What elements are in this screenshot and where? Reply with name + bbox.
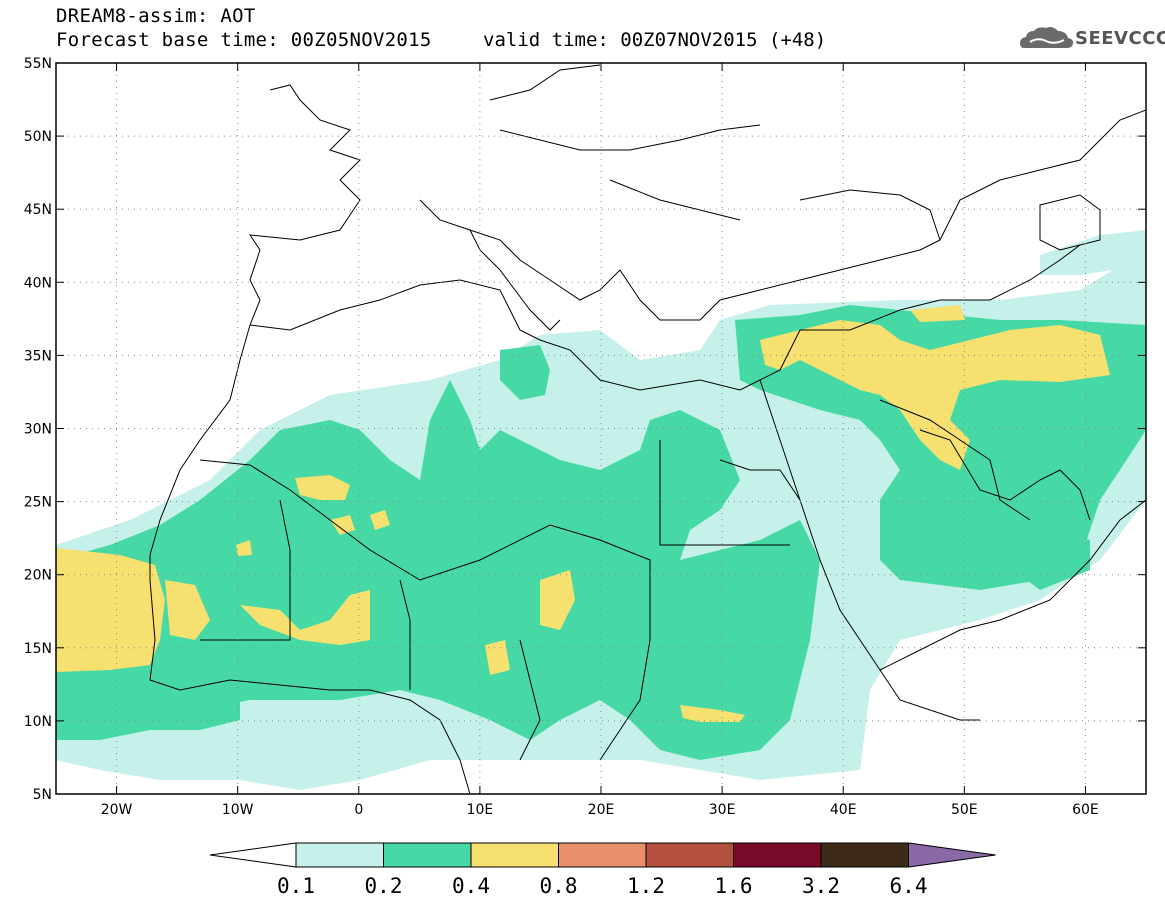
lon-label: 60E: [1072, 802, 1099, 818]
latitude-labels: 55N 50N 45N 40N 35N 30N 25N 20N 15N 10N 5N: [24, 56, 1146, 803]
lat-label: 15N: [24, 641, 52, 657]
valid-time-label: valid time: 00Z07NOV2015 (+48): [483, 29, 827, 51]
lat-label: 55N: [24, 56, 52, 72]
colorbar: 0.1 0.2 0.4 0.8 1.2 1.6 3.2 6.4: [209, 842, 996, 898]
colorbar-segment: [470, 842, 559, 868]
colorbar-segment: [383, 842, 472, 868]
logo-text: SEEVCCC: [1075, 28, 1165, 49]
colorbar-segment: [733, 842, 822, 868]
lat-label: 30N: [24, 422, 52, 438]
lat-label: 10N: [24, 714, 52, 730]
base-time-label: Forecast base time: 00Z05NOV2015: [56, 29, 432, 51]
longitude-labels: 20W 10W 0 10E 20E 30E 40E 50E 60E: [101, 63, 1099, 818]
lat-label: 35N: [24, 348, 52, 364]
colorbar-segment: [645, 842, 734, 868]
map-title: DREAM8-assim: AOT: [56, 5, 256, 27]
cloud-logo-icon: [1020, 27, 1074, 48]
lon-label: 20W: [101, 802, 133, 818]
lon-label: 50E: [951, 802, 978, 818]
lat-label: 40N: [24, 275, 52, 291]
lat-label: 20N: [24, 568, 52, 584]
colorbar-label: 0.2: [365, 874, 403, 898]
lon-label: 40E: [830, 802, 857, 818]
lon-label: 30E: [709, 802, 736, 818]
colorbar-label: 0.8: [540, 874, 578, 898]
lon-label: 10E: [467, 802, 494, 818]
lat-label: 5N: [33, 787, 52, 803]
colorbar-label: 1.2: [627, 874, 665, 898]
colorbar-label: 0.1: [277, 874, 315, 898]
lon-label: 0: [354, 802, 363, 818]
lon-label: 20E: [588, 802, 615, 818]
colorbar-segment: [295, 842, 384, 868]
colorbar-label: 1.6: [715, 874, 753, 898]
colorbar-label: 3.2: [802, 874, 840, 898]
colorbar-segment: [820, 842, 909, 868]
colorbar-label: 6.4: [890, 874, 928, 898]
colorbar-under-arrow: [209, 842, 297, 868]
lat-label: 50N: [24, 129, 52, 145]
lat-label: 25N: [24, 495, 52, 511]
colorbar-segment: [558, 842, 647, 868]
lon-label: 10W: [222, 802, 254, 818]
colorbar-label: 0.4: [452, 874, 490, 898]
lat-label: 45N: [24, 202, 52, 218]
coastlines: [149, 64, 1146, 794]
colorbar-over-arrow: [908, 842, 996, 868]
